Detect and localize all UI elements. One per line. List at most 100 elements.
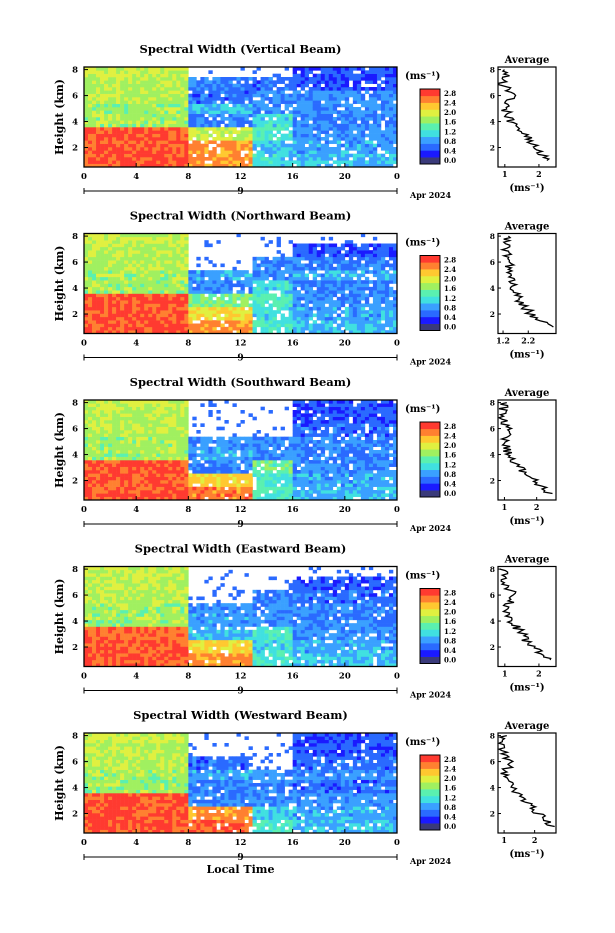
heatmap-cell [389,257,393,261]
heatmap-cell [164,450,168,454]
heatmap-cell [200,117,204,121]
heatmap-cell [317,147,321,151]
heatmap-cell [108,70,112,74]
heatmap [84,400,397,500]
heatmap-cell [124,450,128,454]
heatmap-cell [369,244,373,248]
heatmap-cell [88,140,92,144]
heatmap-cell [120,247,124,251]
heatmap-cell [192,124,196,128]
heatmap-cell [341,90,345,94]
heatmap-cell [180,144,184,148]
heatmap-cell [220,264,224,268]
heatmap-cell [112,277,116,281]
heatmap-cell [128,417,132,421]
heatmap-cell [212,270,216,274]
heatmap-cell [361,310,365,314]
heatmap-cell [281,270,285,274]
heatmap-cell [168,483,172,487]
heatmap-cell [317,117,321,121]
heatmap-cell [96,124,100,128]
heatmap-cell [136,124,140,128]
heatmap-cell [389,97,393,101]
heatmap-cell [309,290,313,294]
heatmap-cell [124,144,128,148]
heatmap-cell [124,410,128,414]
heatmap-cell [88,114,92,118]
heatmap-cell [164,254,168,258]
heatmap-cell [88,134,92,138]
heatmap-cell [112,267,116,271]
heatmap-cell [216,290,220,294]
heatmap-cell [365,254,369,258]
heatmap-cell [132,460,136,464]
colorbar-tick-label: 2.0 [444,275,456,284]
heatmap-cell [353,260,357,264]
heatmap-cell [273,84,277,88]
heatmap-cell [108,310,112,314]
heatmap-cell [293,97,297,101]
heatmap-cell [232,277,236,281]
heatmap-cell [208,110,212,114]
heatmap-cell [88,453,92,457]
heatmap-cell [377,107,381,111]
heatmap-cell [373,317,377,321]
heatmap-cell [176,420,180,424]
heatmap-cell [329,297,333,301]
heatmap-cell [148,264,152,268]
heatmap-cell [180,443,184,447]
heatmap-cell [257,140,261,144]
heatmap-cell [96,310,100,314]
heatmap-cell [204,127,208,131]
heatmap-cell [341,134,345,138]
heatmap-cell [253,277,257,281]
heatmap-cell [176,140,180,144]
heatmap-cell [88,470,92,474]
heatmap-cell [269,280,273,284]
heatmap-cell [108,477,112,481]
heatmap-cell [220,274,224,278]
heatmap-cell [136,77,140,81]
heatmap-cell [164,247,168,251]
heatmap-cell [261,87,265,91]
heatmap-cell [373,100,377,104]
heatmap-cell [104,447,108,451]
heatmap-cell [212,130,216,134]
heatmap-cell [273,74,277,78]
heatmap-cell [100,247,104,251]
heatmap-cell [192,134,196,138]
colorbar-swatch [420,283,440,290]
heatmap-cell [104,114,108,118]
heatmap-cell [245,304,249,308]
heatmap-cell [192,487,196,491]
heatmap-cell [293,274,297,278]
heatmap-cell [261,237,265,241]
heatmap-cell [232,144,236,148]
heatmap-cell [104,140,108,144]
heatmap-cell [381,257,385,261]
heatmap-cell [132,447,136,451]
heatmap-cell [108,403,112,407]
heatmap-cell [365,87,369,91]
heatmap-cell [329,77,333,81]
heatmap-cell [220,327,224,331]
heatmap-cell [313,294,317,298]
heatmap-cell [321,90,325,94]
heatmap-cell [88,304,92,308]
heatmap-cell [156,457,160,461]
heatmap-cell [293,317,297,321]
heatmap-cell [377,127,381,131]
heatmap-cell [180,274,184,278]
heatmap-cell [108,480,112,484]
heatmap-cell [212,80,216,84]
heatmap-cell [116,410,120,414]
heatmap-cell [136,154,140,158]
heatmap-cell [236,114,240,118]
heatmap-cell [176,104,180,108]
heatmap-cell [301,154,305,158]
heatmap-cell [140,77,144,81]
heatmap-cell [325,120,329,124]
heatmap-cell [172,120,176,124]
heatmap-cell [220,304,224,308]
heatmap-cell [168,300,172,304]
